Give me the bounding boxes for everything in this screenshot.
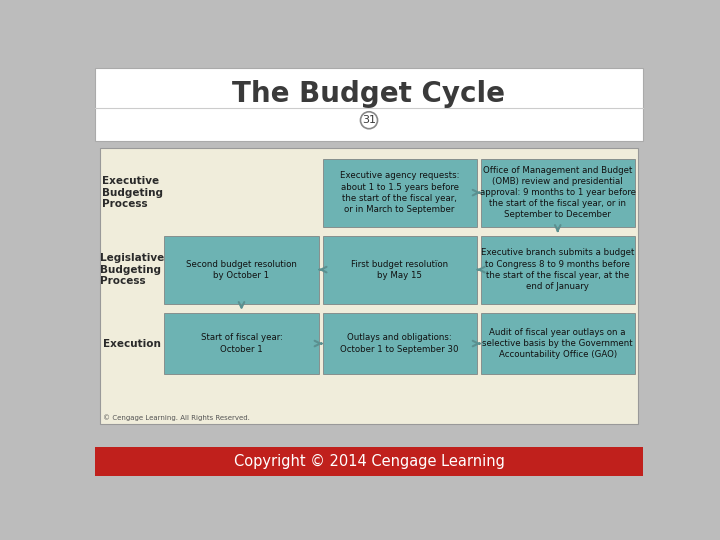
FancyBboxPatch shape	[323, 159, 477, 226]
FancyBboxPatch shape	[323, 236, 477, 303]
FancyBboxPatch shape	[164, 236, 319, 303]
FancyBboxPatch shape	[481, 313, 635, 374]
Text: Legislative
Budgeting
Process: Legislative Budgeting Process	[100, 253, 164, 286]
Text: Second budget resolution
by October 1: Second budget resolution by October 1	[186, 260, 297, 280]
FancyBboxPatch shape	[100, 148, 638, 423]
Text: Office of Management and Budget
(OMB) review and presidential
approval: 9 months: Office of Management and Budget (OMB) re…	[480, 166, 636, 219]
Text: Outlays and obligations:
October 1 to September 30: Outlays and obligations: October 1 to Se…	[341, 334, 459, 354]
Text: Executive
Budgeting
Process: Executive Budgeting Process	[102, 176, 163, 209]
FancyBboxPatch shape	[94, 68, 644, 141]
FancyBboxPatch shape	[481, 159, 635, 226]
FancyBboxPatch shape	[94, 447, 644, 476]
FancyBboxPatch shape	[164, 313, 319, 374]
Text: First budget resolutïon
by May 15: First budget resolutïon by May 15	[351, 260, 448, 280]
Text: Audit of fiscal year outlays on a
selective basis by the Government
Accountabili: Audit of fiscal year outlays on a select…	[482, 328, 633, 359]
Text: Execution: Execution	[103, 339, 161, 348]
Text: Executive branch submits a budget
to Congress 8 to 9 months before
the start of : Executive branch submits a budget to Con…	[481, 248, 634, 291]
FancyBboxPatch shape	[323, 313, 477, 374]
Text: 31: 31	[362, 115, 376, 125]
FancyBboxPatch shape	[481, 236, 635, 303]
Circle shape	[361, 112, 377, 129]
Text: © Cengage Learning. All Rights Reserved.: © Cengage Learning. All Rights Reserved.	[103, 414, 250, 421]
Text: The Budget Cycle: The Budget Cycle	[233, 80, 505, 108]
Text: Start of fiscal year:
October 1: Start of fiscal year: October 1	[200, 334, 282, 354]
Text: Copyright © 2014 Cengage Learning: Copyright © 2014 Cengage Learning	[233, 454, 505, 469]
Text: Executive agency requests:
about 1 to 1.5 years before
the start of the fiscal y: Executive agency requests: about 1 to 1.…	[340, 172, 459, 214]
